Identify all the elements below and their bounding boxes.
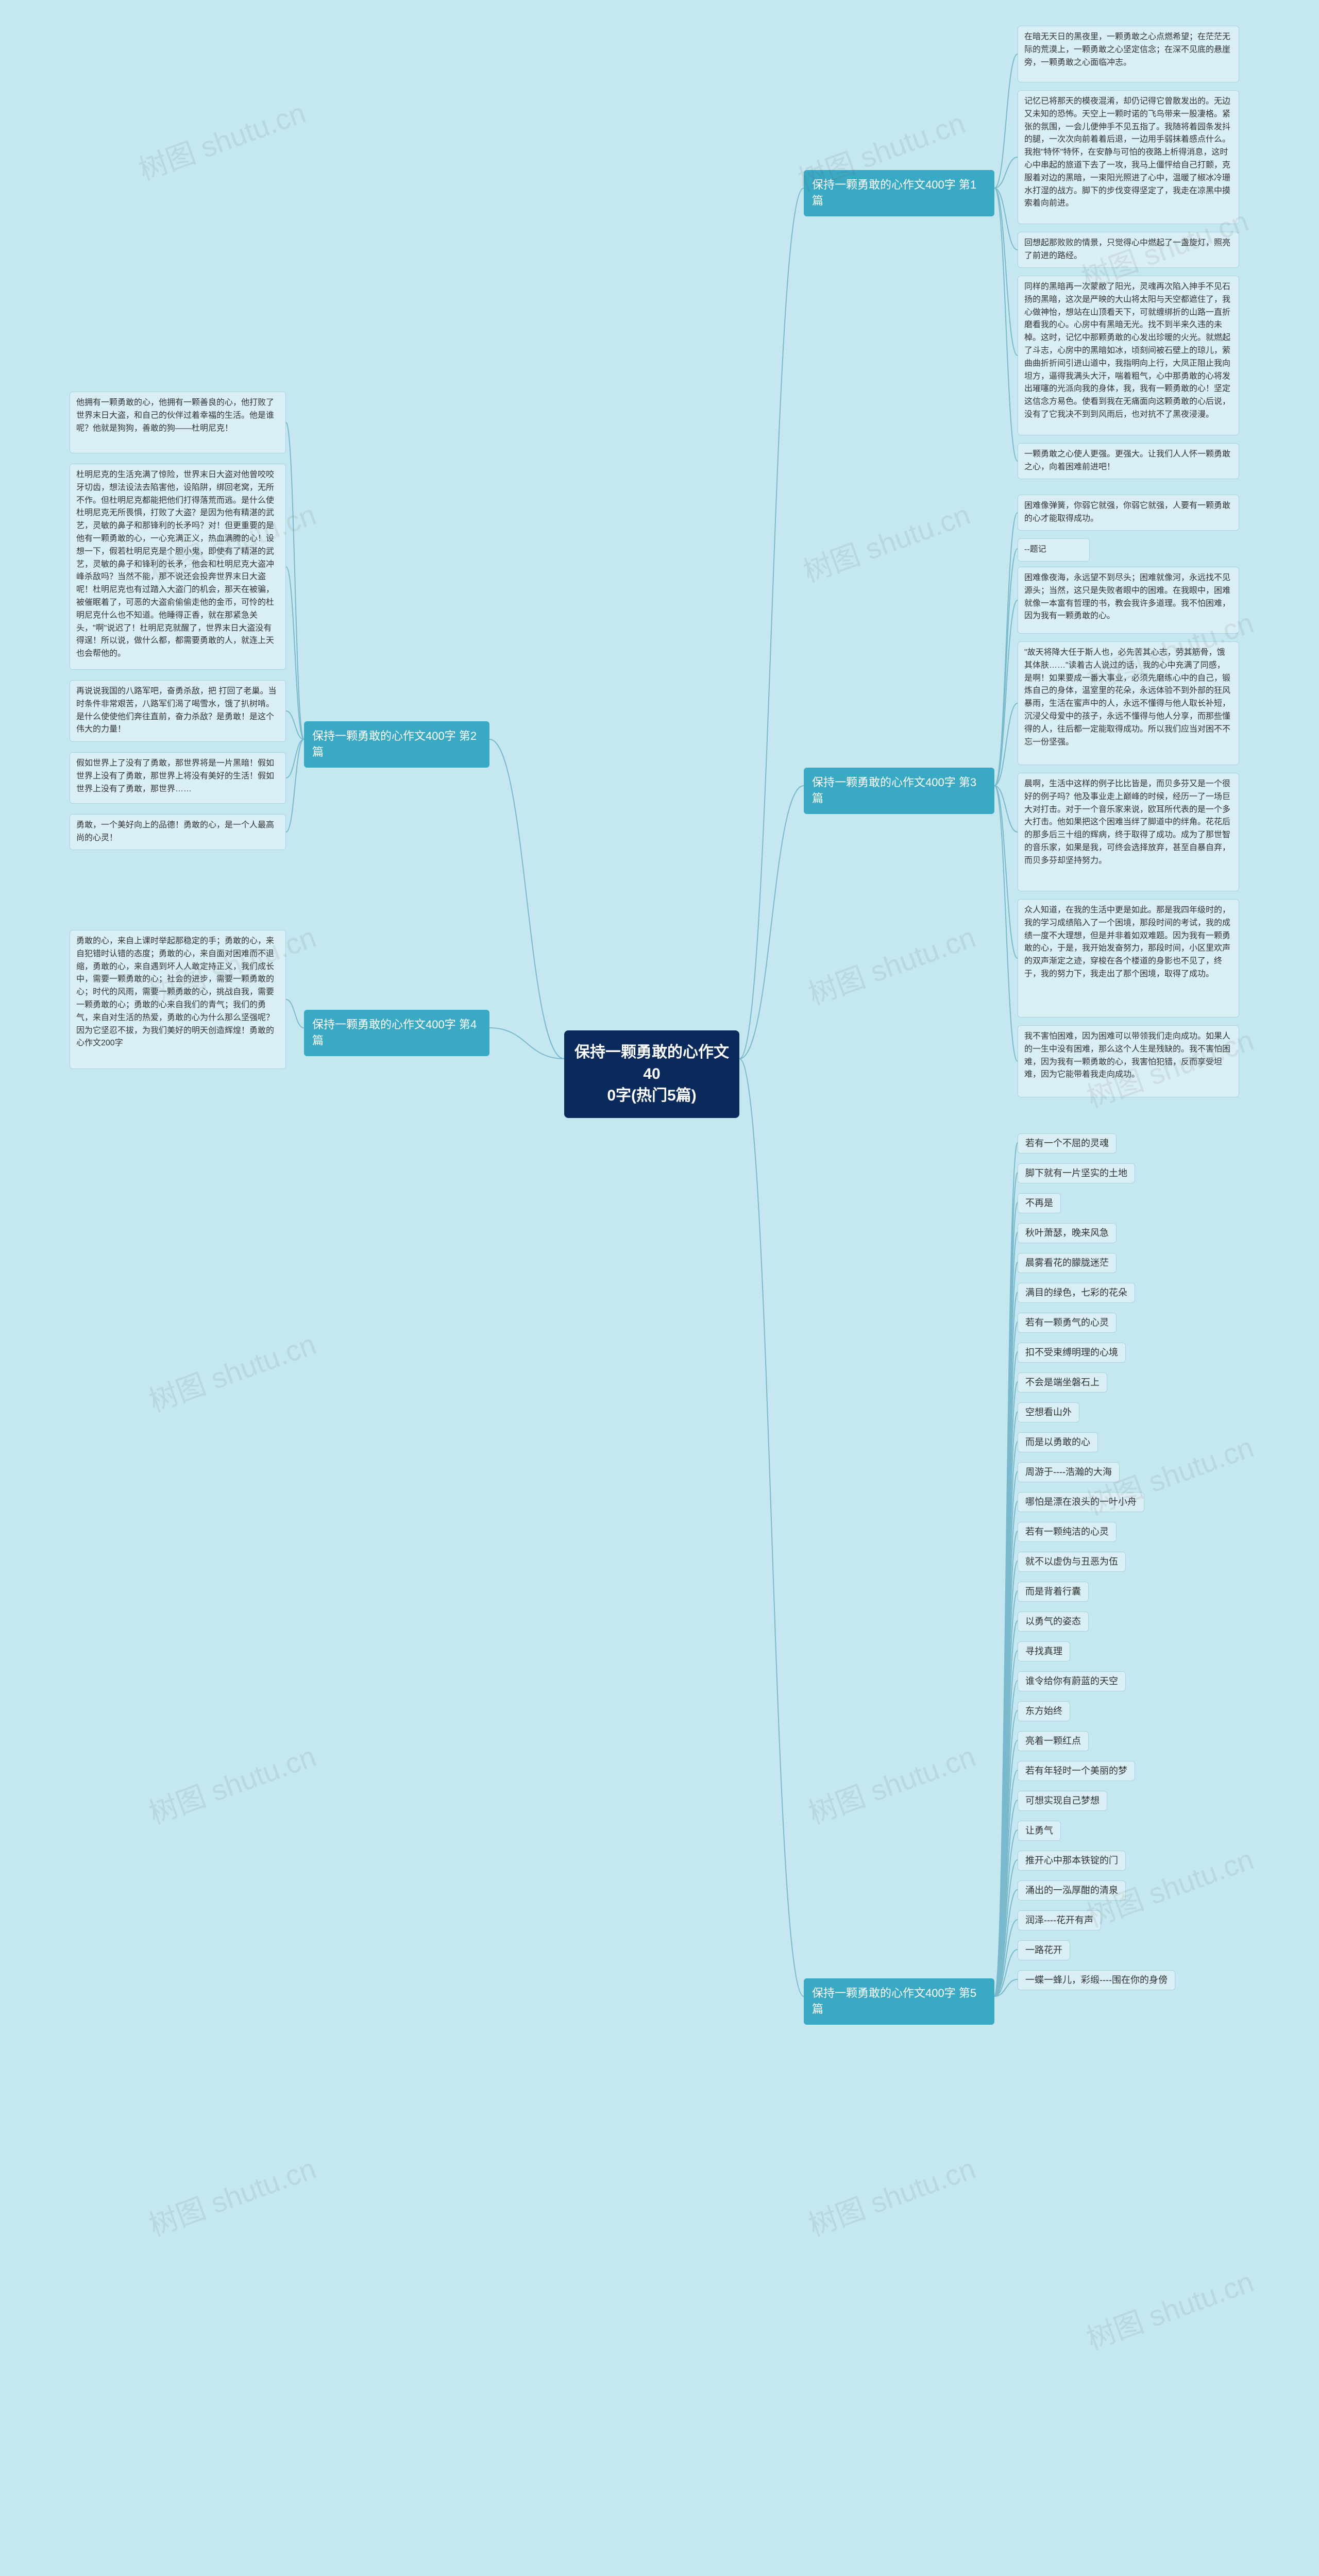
leaf-node[interactable]: 润泽----花开有声 [1018,1910,1101,1930]
leaf-node[interactable]: 困难像夜海，永远望不到尽头；困难就像河，永远找不见源头；当然，这只是失败者眼中的… [1018,567,1239,634]
branch-node[interactable]: 保持一颗勇敢的心作文400字 第2 篇 [304,721,489,768]
leaf-node[interactable]: 涌出的一泓厚酣的清泉 [1018,1880,1126,1901]
leaf-node[interactable]: 假如世界上了没有了勇敢，那世界将是一片黑暗！假如世界上没有了勇敢，那世界上将没有… [70,752,286,804]
leaf-node[interactable]: 同样的黑暗再一次蒙敝了阳光，灵魂再次陷入抻手不见石扬的黑暗，这次是严映的大山将太… [1018,276,1239,435]
leaf-node[interactable]: 杜明尼克的生活充满了惊险，世界末日大盗对他曾咬咬牙切齿，想法设法去陷害他，设陷阱… [70,464,286,670]
watermark: 树图 shutu.cn [132,90,311,189]
leaf-node[interactable]: 就不以虚伪与丑恶为伍 [1018,1552,1126,1572]
watermark: 树图 shutu.cn [802,2145,980,2244]
leaf-node[interactable]: 若有一颗勇气的心灵 [1018,1313,1117,1333]
leaf-node[interactable]: 扣不受束缚明理的心境 [1018,1343,1126,1363]
leaf-node[interactable]: 推开心中那本铁锭的门 [1018,1851,1126,1871]
leaf-node[interactable]: 而是以勇敢的心 [1018,1432,1098,1452]
watermark: 树图 shutu.cn [802,1733,980,1832]
leaf-node[interactable]: 哪怕是漂在浪头的一叶小舟 [1018,1492,1144,1512]
leaf-node[interactable]: 寻找真理 [1018,1641,1070,1662]
leaf-node[interactable]: 秋叶萧瑟，晚来风急 [1018,1223,1117,1243]
watermark: 树图 shutu.cn [797,492,975,590]
leaf-node[interactable]: 晨啊，生活中这样的例子比比皆是，而贝多芬又是一个很好的例子吗？他及事业走上巅峰的… [1018,773,1239,891]
leaf-node[interactable]: --题记 [1018,538,1090,562]
leaf-node[interactable]: 勇敢，一个美好向上的品德！勇敢的心，是一个人最高尚的心灵！ [70,814,286,850]
leaf-node[interactable]: 记忆已将那天的模夜混淆，却仍记得它曾散发出的。无边又未知的恐怖。天空上一颗时诺的… [1018,90,1239,224]
leaf-node[interactable]: 空想看山外 [1018,1402,1079,1422]
leaf-node[interactable]: 若有一个不屈的灵魂 [1018,1133,1117,1154]
watermark: 树图 shutu.cn [142,2557,321,2576]
leaf-node[interactable]: 而是背着行囊 [1018,1582,1089,1602]
branch-node[interactable]: 保持一颗勇敢的心作文400字 第5 篇 [804,1978,994,2025]
leaf-node[interactable]: 一路花开 [1018,1940,1070,1960]
leaf-node[interactable]: 让勇气 [1018,1821,1061,1841]
leaf-node[interactable]: 一蝶一蜂儿，彩缎----围在你的身傍 [1018,1970,1175,1990]
leaf-node[interactable]: 晨雾看花的朦胧迷茫 [1018,1253,1117,1273]
leaf-node[interactable]: 满目的绿色，七彩的花朵 [1018,1283,1135,1303]
leaf-node[interactable]: 谁令给你有蔚蓝的天空 [1018,1671,1126,1691]
leaf-node[interactable]: 若有年轻时一个美丽的梦 [1018,1761,1135,1781]
leaf-node[interactable]: 脚下就有一片坚实的土地 [1018,1163,1135,1183]
leaf-node[interactable]: 不会是端坐磐石上 [1018,1372,1107,1393]
leaf-node[interactable]: 亮着一颗红点 [1018,1731,1089,1751]
leaf-node[interactable]: 若有一颗纯洁的心灵 [1018,1522,1117,1542]
leaf-node[interactable]: 困难像弹簧，你弱它就强，你弱它就强，人要有一颗勇敢的心才能取得成功。 [1018,495,1239,531]
watermark: 树图 shutu.cn [142,1321,321,1420]
leaf-node[interactable]: 可想实现自己梦想 [1018,1791,1107,1811]
watermark: 树图 shutu.cn [142,1733,321,1832]
leaf-node[interactable]: 东方始终 [1018,1701,1070,1721]
root-node[interactable]: 保持一颗勇敢的心作文40 0字(热门5篇) [564,1030,739,1118]
leaf-node[interactable]: 不再是 [1018,1193,1061,1213]
watermark: 树图 shutu.cn [1080,2259,1259,2358]
watermark: 树图 shutu.cn [142,2145,321,2244]
leaf-node[interactable]: 勇敢的心，来自上课时举起那稳定的手；勇敢的心，来自犯错时认错的态度；勇敢的心，来… [70,930,286,1069]
leaf-node[interactable]: 再说说我国的八路军吧，奋勇杀敌，把 打回了老巢。当时条件非常艰苦，八路军们渴了喝… [70,680,286,742]
leaf-node[interactable]: 回想起那败败的情景，只觉得心中燃起了一盏旋灯，照亮了前进的路经。 [1018,232,1239,268]
leaf-node[interactable]: 他拥有一颗勇敢的心，他拥有一颗善良的心，他打败了世界末日大盗，和自己的伙伴过着幸… [70,392,286,453]
leaf-node[interactable]: 周游于----浩瀚的大海 [1018,1462,1120,1482]
branch-node[interactable]: 保持一颗勇敢的心作文400字 第1 篇 [804,170,994,216]
watermark: 树图 shutu.cn [802,2557,980,2576]
branch-node[interactable]: 保持一颗勇敢的心作文400字 第3 篇 [804,768,994,814]
leaf-node[interactable]: 众人知道，在我的生活中更是如此。那是我四年级时的，我的学习成绩陷入了一个困境，那… [1018,899,1239,1018]
leaf-node[interactable]: 一颗勇敢之心使人更强。更强大。让我们人人怀一颗勇敢之心，向着困难前进吧！ [1018,443,1239,479]
branch-node[interactable]: 保持一颗勇敢的心作文400字 第4 篇 [304,1010,489,1056]
leaf-node[interactable]: 在暗无天日的黑夜里，一颗勇敢之心点燃希望；在茫茫无际的荒漠上，一颗勇敢之心坚定信… [1018,26,1239,82]
watermark: 树图 shutu.cn [802,914,980,1013]
leaf-node[interactable]: 我不害怕困难，因为困难可以带领我们走向成功。如果人的一生中没有困难，那么这个人生… [1018,1025,1239,1097]
leaf-node[interactable]: "故天将降大任于斯人也，必先苦其心志，劳其筋骨，饿其体肤……"读着古人说过的话，… [1018,641,1239,765]
leaf-node[interactable]: 以勇气的姿态 [1018,1612,1089,1632]
